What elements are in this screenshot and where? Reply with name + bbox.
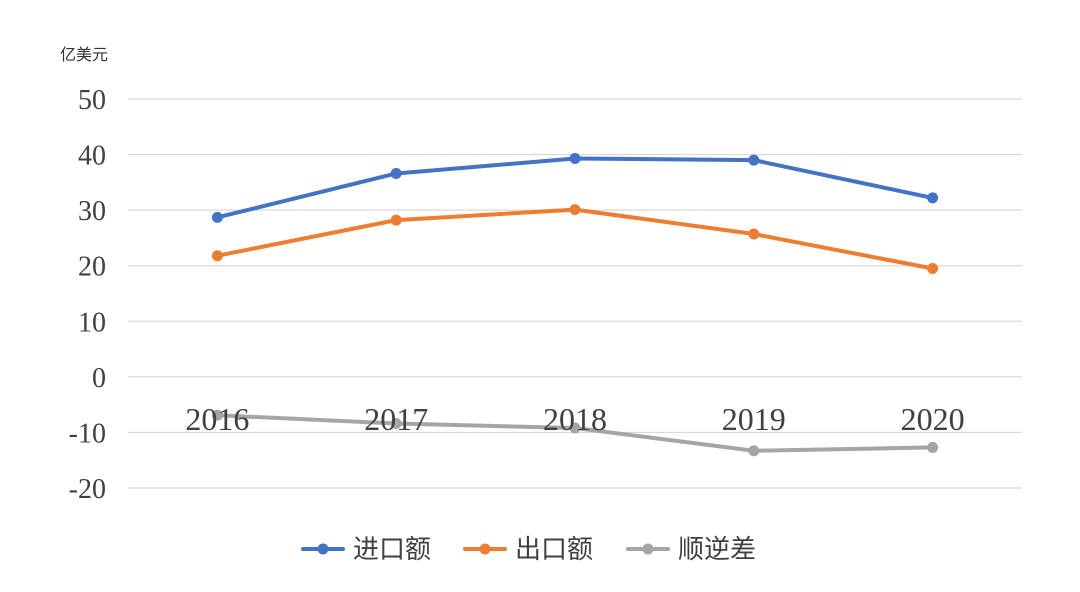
data-point: [569, 204, 581, 216]
y-tick-label: 50: [78, 85, 106, 116]
series-line: [215, 207, 935, 271]
series-1: [211, 152, 939, 223]
series-3: [211, 409, 939, 457]
data-point: [390, 418, 402, 430]
x-tick-label: 2017: [364, 401, 428, 437]
data-point: [211, 211, 223, 223]
legend-item: 出口额: [463, 535, 593, 565]
x-tick-label: 2020: [901, 401, 965, 437]
y-tick-label: -20: [69, 474, 106, 505]
x-tick-label: 2016: [185, 401, 249, 437]
x-tick-label: 2018: [543, 401, 607, 437]
y-axis-tick-labels: 50 40 30 20 10 0 -10 -20: [69, 85, 106, 505]
y-tick-label: 10: [78, 307, 106, 338]
legend-label: 进口额: [353, 535, 431, 565]
data-point: [390, 167, 402, 179]
legend-label: 顺逆差: [678, 535, 756, 565]
data-point: [927, 192, 939, 204]
series-2: [211, 204, 939, 274]
data-point: [211, 250, 223, 262]
legend-item: 顺逆差: [626, 535, 756, 565]
data-point: [390, 214, 402, 226]
y-tick-label: 40: [78, 141, 106, 172]
data-point: [569, 422, 581, 434]
data-point: [211, 409, 223, 421]
legend-swatch-marker: [642, 543, 654, 555]
data-point: [748, 154, 760, 166]
data-point: [927, 262, 939, 274]
data-point: [748, 445, 760, 457]
data-point: [748, 228, 760, 240]
y-axis-unit-label: 亿美元: [60, 45, 108, 64]
data-series: [211, 152, 939, 457]
x-axis-tick-labels: 2016 2017 2018 2019 2020: [185, 401, 964, 437]
y-tick-label: 30: [78, 196, 106, 227]
y-tick-label: 20: [78, 252, 106, 283]
legend-item: 进口额: [301, 535, 431, 565]
legend-label: 出口额: [515, 535, 593, 565]
data-point: [569, 152, 581, 164]
legend: 进口额 出口额 顺逆差: [301, 535, 756, 565]
data-point: [927, 441, 939, 453]
y-tick-label: 0: [92, 363, 106, 394]
legend-swatch-marker: [479, 543, 491, 555]
y-tick-label: -10: [69, 418, 106, 449]
x-tick-label: 2019: [722, 401, 786, 437]
legend-swatch-marker: [317, 543, 329, 555]
